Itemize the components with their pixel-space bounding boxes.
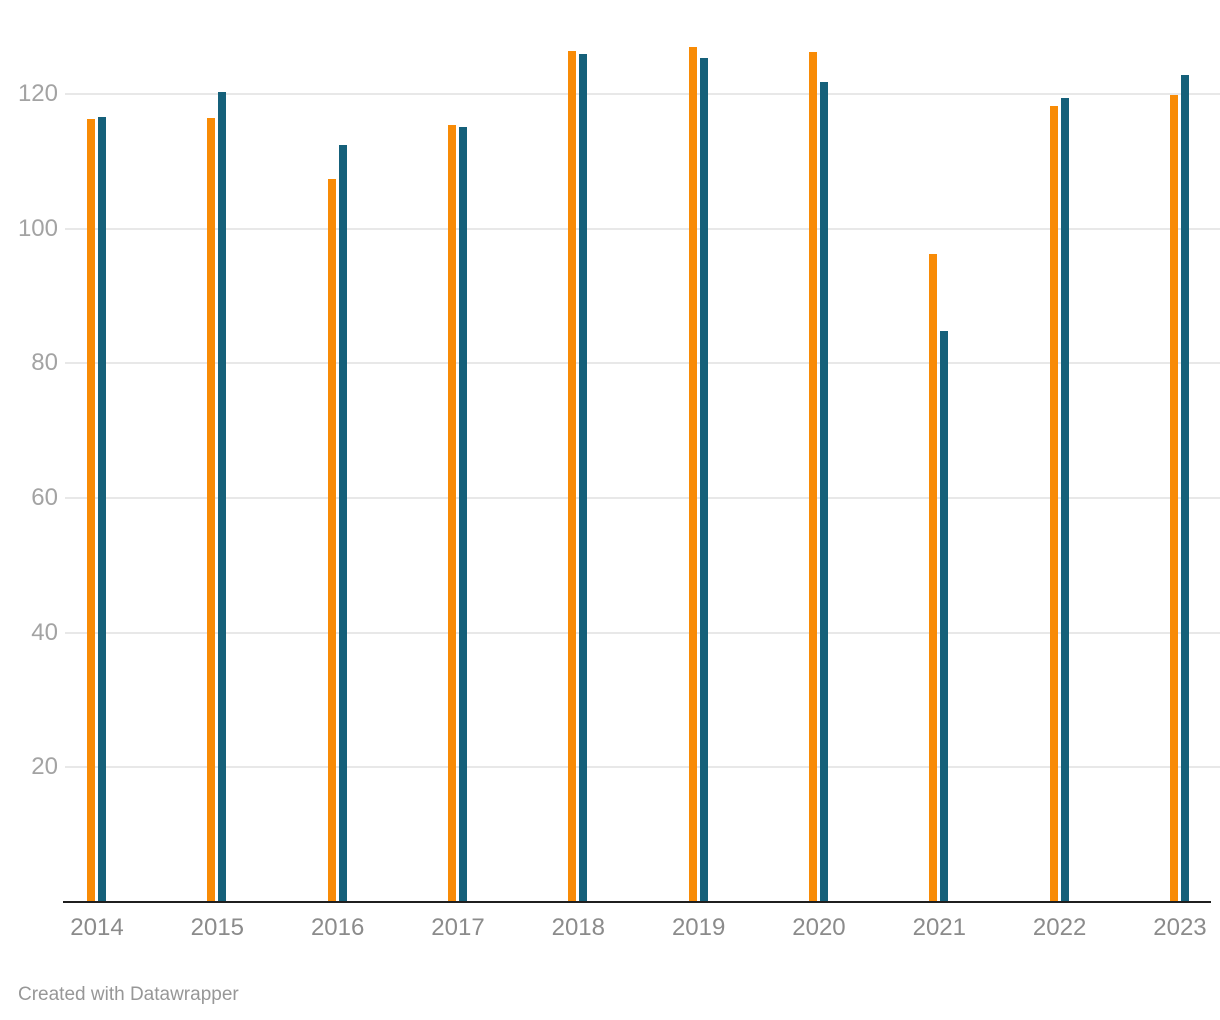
- gridline-80: [65, 362, 1220, 365]
- gridline-20: [65, 766, 1220, 769]
- x-axis-line: [63, 901, 1211, 903]
- bar-2021-teal-series: [940, 330, 949, 902]
- gridline-40: [65, 631, 1220, 634]
- bar-2022-orange-series: [1049, 105, 1058, 902]
- plot-area: 20 40 60 80 100 120 2014 2015 2016 2017 2018 2019 20…: [17, 47, 1220, 941]
- x-tick-label-2023: 2023: [1153, 914, 1207, 941]
- y-tick-label-120: 120: [17, 79, 58, 107]
- bar-2020-orange-series: [808, 52, 817, 902]
- y-tick-label-100: 100: [17, 214, 58, 242]
- x-tick-label-2014: 2014: [70, 914, 124, 941]
- bar-2017-teal-series: [458, 127, 467, 902]
- bar-2015-orange-series: [207, 118, 216, 902]
- x-tick-label-2015: 2015: [190, 914, 245, 941]
- gridline-60: [65, 496, 1220, 499]
- x-tick-label-2017: 2017: [431, 914, 485, 941]
- x-tick-label-2020: 2020: [792, 914, 846, 941]
- gridline-120: [65, 92, 1220, 95]
- bar-2019-teal-series: [699, 58, 708, 902]
- x-tick-label-2021: 2021: [912, 914, 966, 941]
- x-tick-label-2018: 2018: [551, 914, 605, 941]
- chart-credit: Created with Datawrapper: [18, 984, 239, 1005]
- bar-2020-teal-series: [819, 82, 828, 902]
- bar-2017-orange-series: [447, 125, 456, 902]
- bar-2023-orange-series: [1169, 95, 1178, 902]
- bar-2014-orange-series: [87, 118, 95, 902]
- bar-2019-orange-series: [688, 47, 697, 902]
- bar-2015-teal-series: [218, 92, 227, 902]
- bar-2018-teal-series: [579, 54, 588, 902]
- bar-2016-teal-series: [338, 144, 347, 902]
- bar-2021-orange-series: [929, 254, 938, 902]
- y-tick-label-20: 20: [31, 753, 58, 781]
- y-tick-label-60: 60: [31, 483, 58, 511]
- bar-2023-teal-series: [1180, 74, 1189, 902]
- y-tick-label-80: 80: [31, 349, 58, 377]
- y-tick-label-40: 40: [31, 618, 58, 646]
- bar-2018-orange-series: [568, 50, 577, 902]
- x-tick-label-2022: 2022: [1032, 914, 1087, 941]
- bar-2022-teal-series: [1060, 97, 1069, 902]
- x-tick-label-2019: 2019: [671, 914, 726, 941]
- x-tick-label-2016: 2016: [310, 914, 365, 941]
- gridline-100: [65, 227, 1220, 230]
- bar-2014-teal-series: [98, 116, 106, 902]
- bar-2016-orange-series: [327, 178, 336, 902]
